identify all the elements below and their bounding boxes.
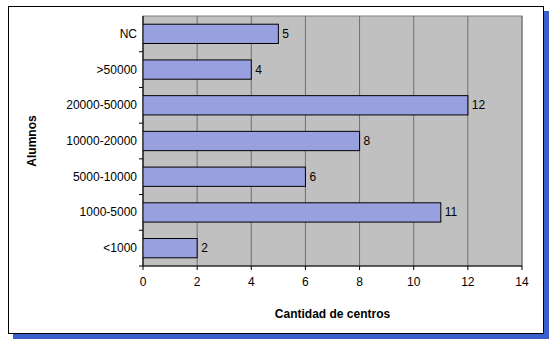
category-label: 20000-50000	[66, 98, 137, 112]
tick-label: 4	[248, 275, 255, 289]
bar	[143, 167, 305, 186]
bar	[143, 203, 441, 222]
y-axis-label: Alumnos	[25, 115, 39, 167]
category-tick	[139, 230, 143, 231]
data-label: 2	[201, 241, 208, 255]
category-tick	[139, 194, 143, 195]
category-label: 1000-5000	[80, 205, 138, 219]
category-label: NC	[120, 27, 138, 41]
category-tick	[139, 158, 143, 159]
category-tick	[139, 266, 143, 267]
category-label: <1000	[103, 241, 137, 255]
bars	[143, 24, 468, 258]
tick-mark	[251, 266, 252, 270]
grid-line	[413, 16, 414, 266]
tick-label: 10	[407, 275, 421, 289]
category-label: >50000	[97, 63, 138, 77]
bar	[143, 96, 468, 115]
tick-label: 14	[515, 275, 529, 289]
tick-mark	[143, 266, 144, 270]
tick-mark	[522, 266, 523, 270]
tick-label: 2	[194, 275, 201, 289]
data-label: 5	[282, 27, 289, 41]
tick-mark	[413, 266, 414, 270]
bar	[143, 131, 360, 150]
tick-mark	[359, 266, 360, 270]
tick-mark	[467, 266, 468, 270]
tick-label: 8	[356, 275, 363, 289]
data-label: 6	[309, 170, 316, 184]
bar	[143, 24, 278, 43]
x-axis-label: Cantidad de centros	[275, 307, 391, 321]
bar	[143, 239, 197, 258]
plot-area	[143, 16, 522, 266]
tick-mark	[197, 266, 198, 270]
tick-label: 12	[461, 275, 475, 289]
category-label: 5000-10000	[73, 170, 137, 184]
category-label: 10000-20000	[66, 134, 137, 148]
bar	[143, 60, 251, 79]
tick-mark	[305, 266, 306, 270]
data-label: 8	[364, 134, 371, 148]
tick-label: 6	[302, 275, 309, 289]
data-label: 4	[255, 63, 262, 77]
category-tick	[139, 87, 143, 88]
grid-line	[522, 16, 523, 266]
category-tick	[139, 51, 143, 52]
category-tick	[139, 123, 143, 124]
data-label: 11	[445, 205, 458, 219]
chart: 0 2 4 6 8 10 12 14 <1000 1000-5000 5000-10000 10000…	[0, 0, 558, 344]
x-axis	[143, 266, 522, 267]
data-label: 12	[472, 98, 486, 112]
grid-line	[467, 16, 468, 266]
tick-label: 0	[140, 275, 147, 289]
